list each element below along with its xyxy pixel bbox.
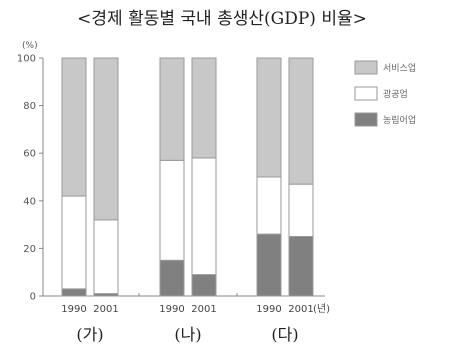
bar-segment xyxy=(159,57,185,161)
bar-segment xyxy=(159,159,185,261)
bar-segment xyxy=(288,183,314,237)
y-tick-label: 0 xyxy=(30,292,36,303)
y-tick-label: 20 xyxy=(23,244,36,255)
y-tick-label: 80 xyxy=(23,101,36,112)
bar-segment xyxy=(256,233,282,297)
y-tick-label: 40 xyxy=(23,196,36,207)
legend-label: 서비스업 xyxy=(383,63,416,74)
x-axis-unit: (년) xyxy=(313,303,330,315)
x-tick-label: 2001 xyxy=(191,304,216,315)
x-tick-label: 1990 xyxy=(159,304,184,315)
group-label: (가) xyxy=(76,325,103,344)
x-tick-label: 1990 xyxy=(61,304,86,315)
bar-segment xyxy=(191,57,217,159)
bar-segment xyxy=(191,157,217,276)
y-tick-label: 100 xyxy=(17,54,36,65)
bar-segment xyxy=(288,57,314,185)
bar-segment xyxy=(256,57,282,178)
bar-segment xyxy=(61,288,87,297)
x-tick-label: 1990 xyxy=(256,304,281,315)
bar-segment xyxy=(61,57,87,197)
chart-title: <경제 활동별 국내 총생산(GDP) 비율> xyxy=(77,9,367,29)
bar-segment xyxy=(93,57,119,221)
legend-swatch xyxy=(354,60,378,75)
bar-segment xyxy=(159,259,185,297)
legend-label: 광공업 xyxy=(383,88,408,100)
bar-segment xyxy=(191,274,217,297)
x-tick-label: 2001 xyxy=(93,304,118,315)
bar-segment xyxy=(288,236,314,297)
y-tick-label: 60 xyxy=(23,149,36,160)
bar-segment xyxy=(61,195,87,290)
x-tick-label: 2001 xyxy=(288,304,313,315)
plot-area: 0 20 40 60 80 100 (%) 1990 2001 (가) 1990 2001 (나) 199… xyxy=(17,41,330,344)
legend-swatch xyxy=(354,112,378,127)
bar-segment xyxy=(93,219,119,295)
y-axis-unit: (%) xyxy=(22,41,38,51)
group-label: (나) xyxy=(174,325,201,344)
group-label: (다) xyxy=(271,325,298,344)
legend-label: 농림어업 xyxy=(383,114,416,126)
bar-segment xyxy=(256,176,282,235)
legend-swatch xyxy=(354,86,378,101)
